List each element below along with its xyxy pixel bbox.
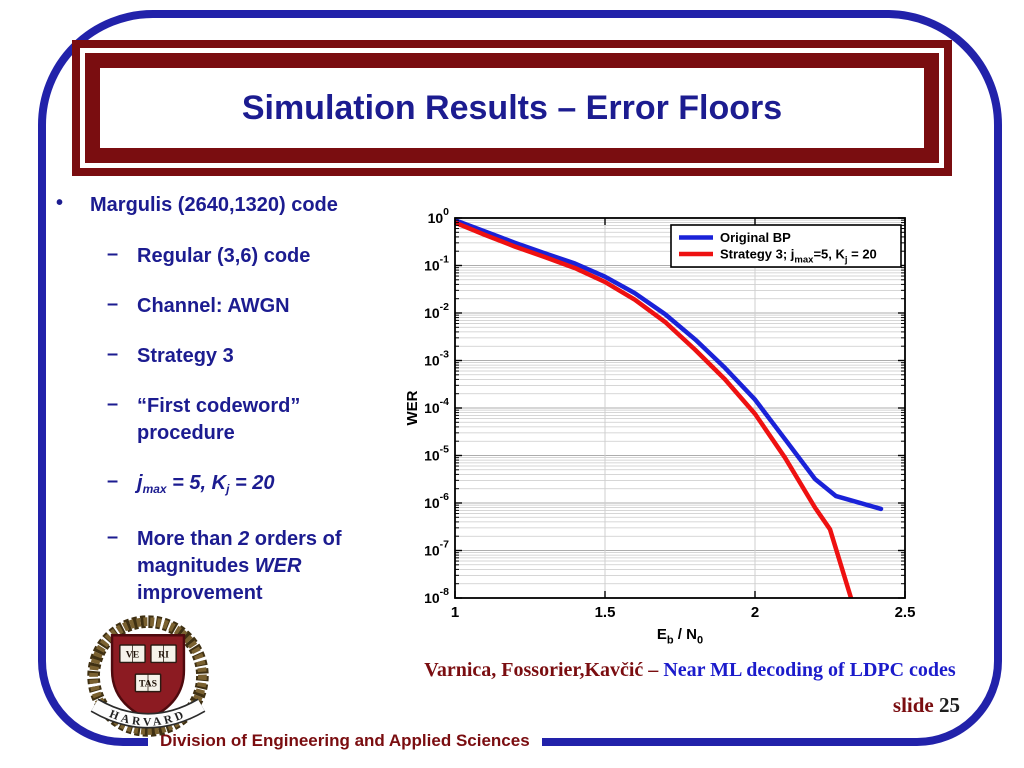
y-tick-label: 10-2 (424, 301, 449, 321)
legend-box (670, 224, 902, 268)
text-segment: 2 (238, 528, 250, 550)
x-tick-label: 1.5 (595, 604, 616, 621)
list-item: – jmax = 5, Kj = 20 (107, 470, 406, 503)
text-segment: orders of magnitudes (137, 528, 342, 577)
text-segment: improvement (137, 582, 263, 604)
wer-chart: 100 10-1 10-2 10-3 10-4 10-5 10-6 10-7 10-81 1.5 2… (404, 206, 916, 647)
y-tick-label: 10-7 (424, 539, 449, 559)
title-frame: Simulation Results – Error Floors (72, 40, 952, 176)
axis-ticks (454, 217, 906, 599)
list-item: • Margulis (2640,1320) code (56, 192, 406, 219)
list-item-text: Margulis (2640,1320) code (90, 194, 338, 216)
y-tick-labels: 100 10-1 10-2 10-3 10-4 10-5 10-6 10-7 10-8 (424, 206, 449, 606)
legend-entry-label: Original BP (720, 230, 791, 245)
list-item: – More than 2 orders of magnitudes WER i… (107, 526, 406, 607)
text-segment: Channel: AWGN (137, 295, 290, 317)
y-tick-label: 10-1 (424, 254, 449, 274)
bullet-list: • Margulis (2640,1320) code – Regular (3… (56, 192, 406, 630)
list-item-text: More than 2 orders of magnitudes WER imp… (137, 526, 379, 607)
legend: Original BP Strategy 3; jmax=5, Kj = 20 (670, 224, 902, 268)
major-gridlines (455, 217, 905, 599)
banner (91, 699, 205, 727)
footer: Division of Engineering and Applied Scie… (148, 728, 542, 754)
page-title: Simulation Results – Error Floors (241, 88, 783, 127)
dash-marker: – (107, 343, 119, 365)
book-text: TAS (139, 679, 157, 690)
text-segment: Regular (3,6) code (137, 245, 311, 267)
text-segment: Strategy 3 (137, 345, 234, 367)
veritas-books: VE RI TAS (119, 644, 177, 693)
y-tick-label: 10-4 (424, 396, 449, 416)
dash-marker: – (107, 526, 119, 548)
list-item: – Strategy 3 (107, 343, 406, 370)
x-tick-labels: 1 1.5 2 2.5 (451, 604, 916, 621)
text-segment: More than (137, 528, 239, 550)
x-tick-label: 1 (451, 604, 459, 621)
text-segment: j (137, 472, 143, 494)
x-axis-label: Eb / N0 (657, 626, 703, 646)
bullet-marker: • (56, 192, 64, 214)
list-item: – Regular (3,6) code (107, 243, 406, 270)
text-segment: “First codeword” procedure (137, 395, 301, 444)
book-text: VE (126, 650, 139, 661)
minor-gridlines (455, 219, 905, 585)
y-tick-label: 10-5 (424, 444, 449, 464)
list-item: – “First codeword” procedure (107, 393, 406, 447)
y-tick-label: 100 (428, 206, 450, 226)
y-axis-label: WER (405, 390, 421, 425)
dash-marker: – (107, 243, 119, 265)
series-line-original-bp (455, 218, 884, 512)
legend-entry-label: Strategy 3; jmax=5, Kj = 20 (720, 247, 877, 266)
list-item-text: Strategy 3 (137, 343, 379, 370)
y-tick-label: 10-6 (424, 491, 449, 511)
list-item-text: Regular (3,6) code (137, 243, 379, 270)
text-segment: = 20 (229, 472, 275, 494)
laurel-wreath (89, 617, 207, 735)
list-item-text: “First codeword” procedure (137, 393, 379, 447)
x-tick-label: 2 (751, 604, 759, 621)
list-item-text: jmax = 5, Kj = 20 (137, 470, 379, 503)
text-segment: j (226, 482, 230, 496)
dash-marker: – (107, 293, 119, 315)
text-segment: WER (254, 555, 302, 577)
wer-chart-container: 100 10-1 10-2 10-3 10-4 10-5 10-6 10-7 10-8 1 1.5 2… (404, 198, 925, 651)
x-tick-label: 2.5 (895, 604, 916, 621)
book-text: RI (158, 650, 169, 661)
series-line-strategy-3 (455, 220, 854, 598)
title-frame-inner: Simulation Results – Error Floors (85, 53, 939, 163)
citation-work: Near ML decoding of LDPC codes (663, 659, 956, 681)
list-item: – Channel: AWGN (107, 293, 406, 320)
y-tick-label: 10-8 (424, 586, 449, 606)
y-tick-label: 10-3 (424, 349, 449, 369)
harvard-seal: VE RI TAS HARVARD (87, 615, 209, 737)
dash-marker: – (107, 470, 119, 492)
citation: Varnica, Fossorier,Kavčić – Near ML deco… (410, 659, 970, 682)
text-segment: = 5, K (166, 472, 227, 494)
citation-authors: Varnica, Fossorier,Kavčić – (424, 659, 659, 681)
list-item-text: Channel: AWGN (137, 293, 379, 320)
dash-marker: – (107, 393, 119, 415)
text-segment: max (142, 482, 167, 496)
